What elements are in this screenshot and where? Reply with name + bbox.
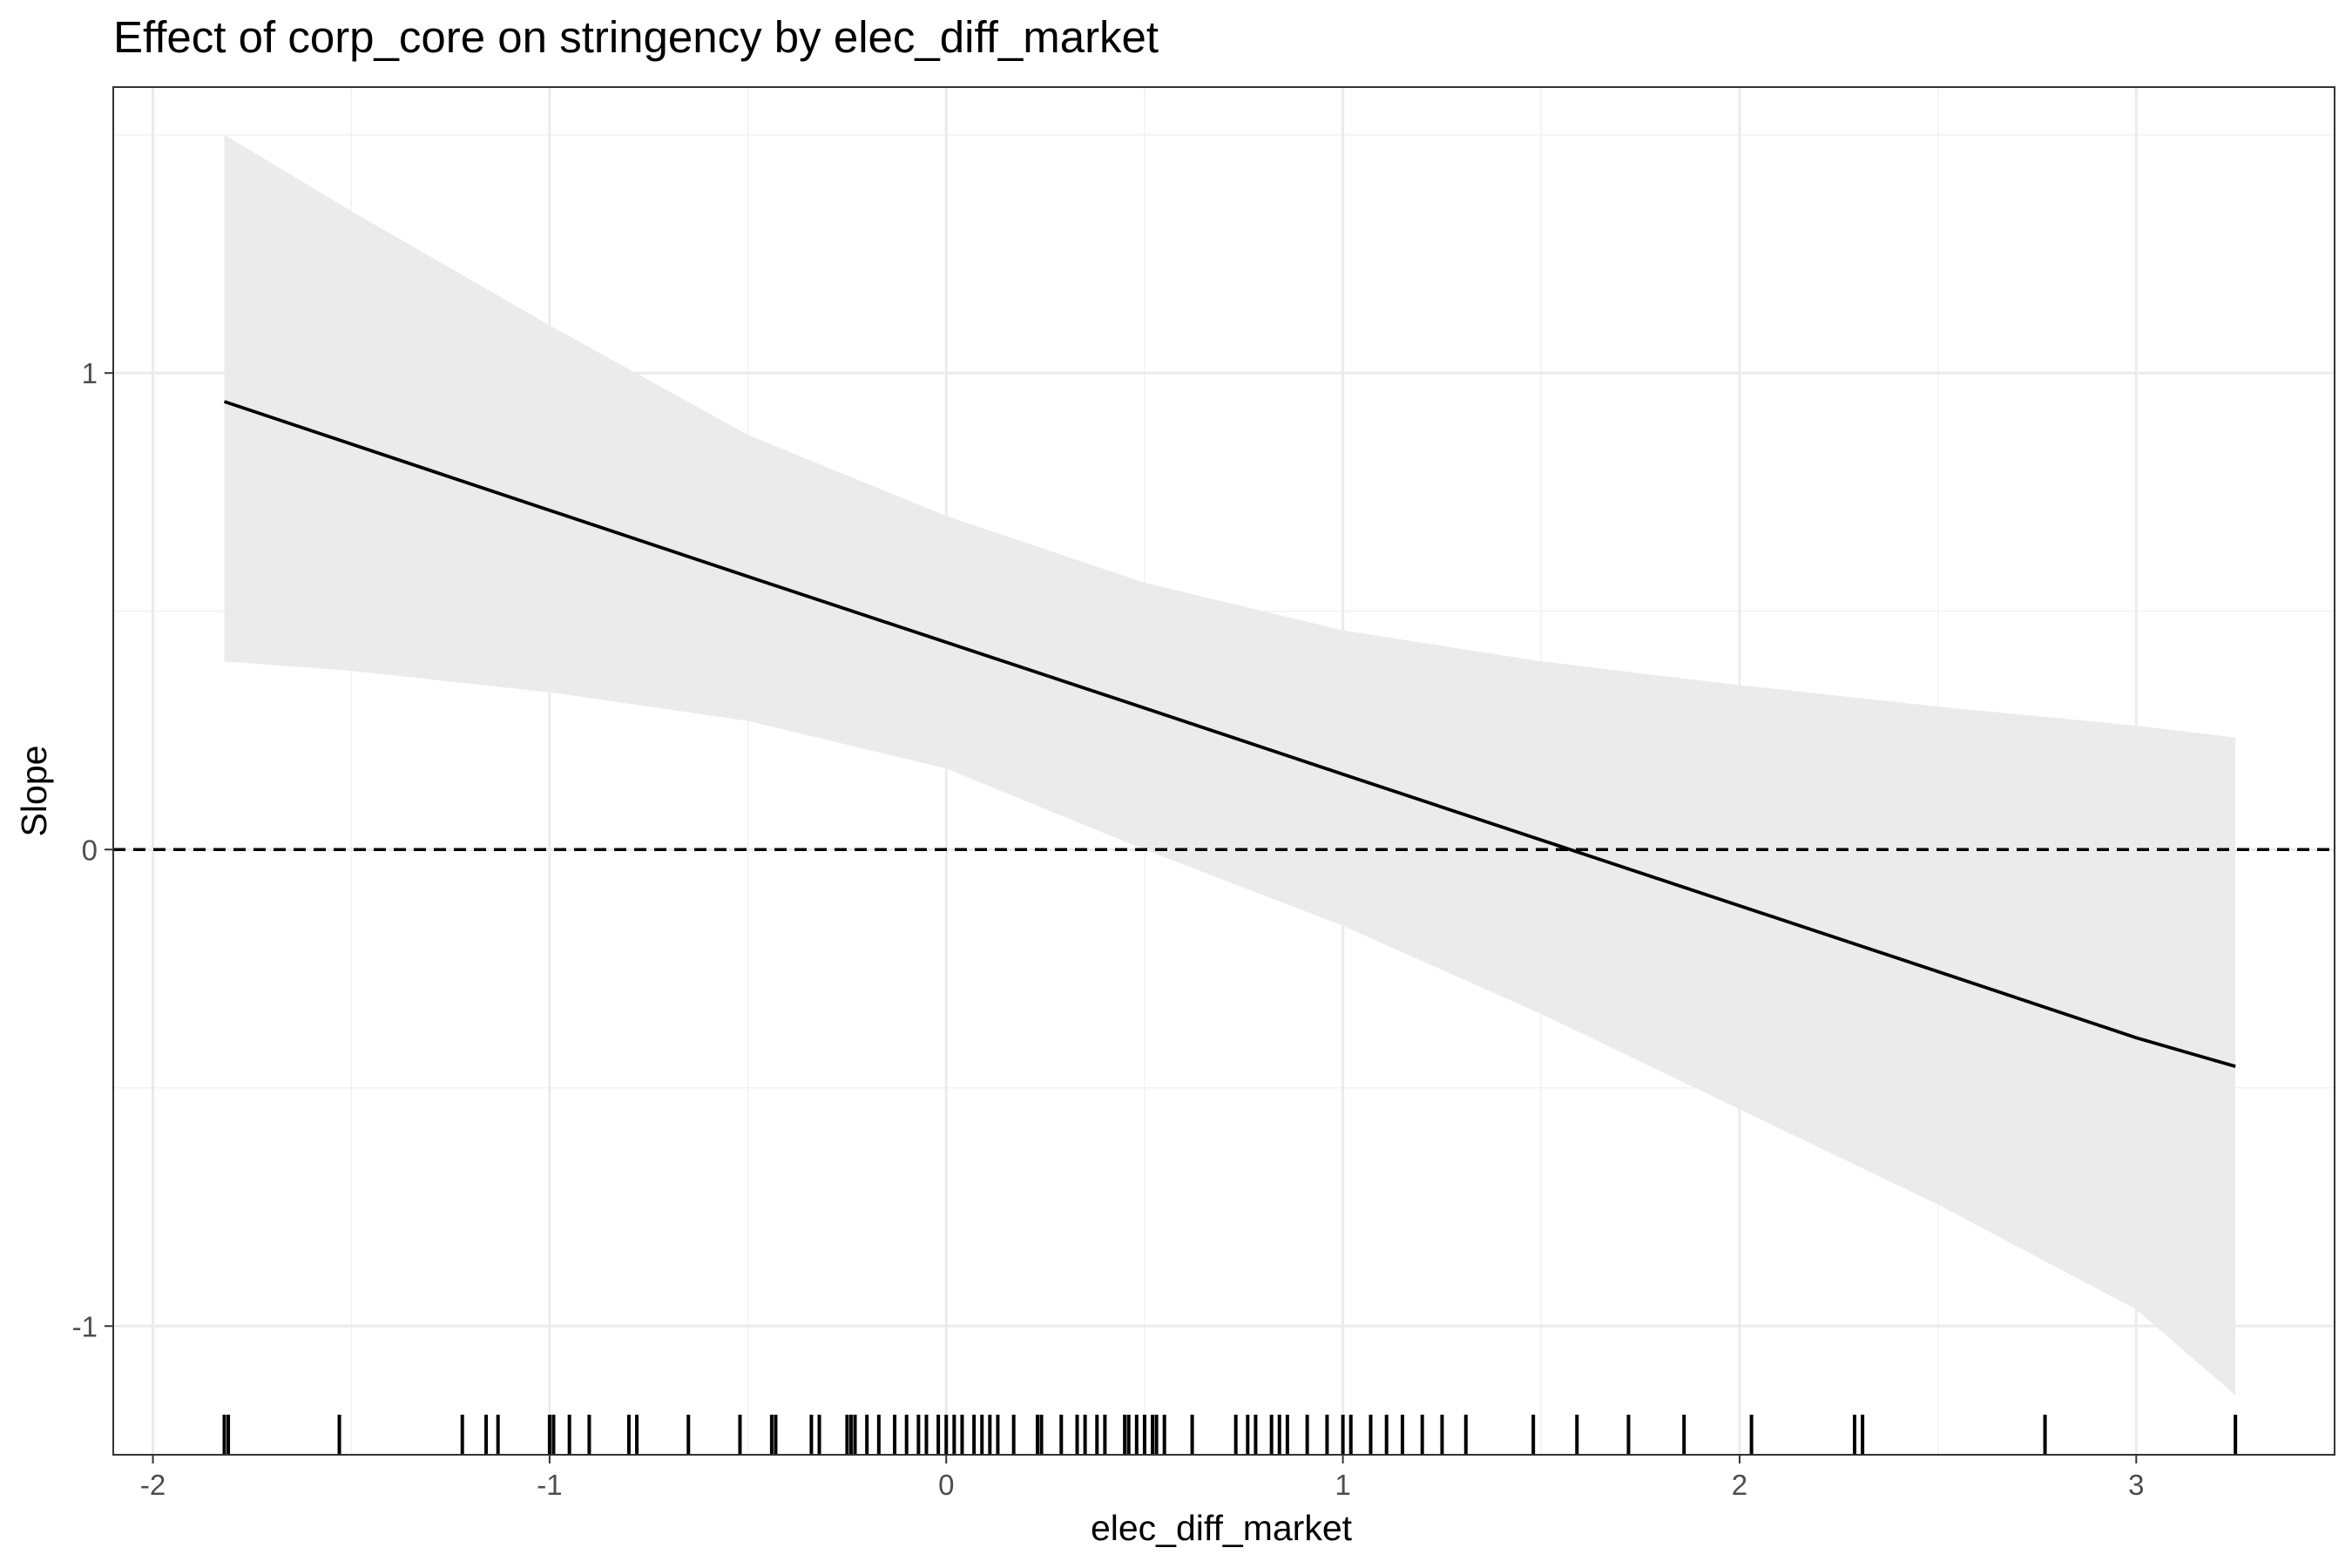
x-tick-label: 0 bbox=[938, 1469, 954, 1501]
y-axis-title: Slope bbox=[14, 746, 54, 837]
x-tick-label: 2 bbox=[1732, 1469, 1747, 1501]
x-tick-label: 1 bbox=[1335, 1469, 1350, 1501]
x-tick-label: -2 bbox=[140, 1469, 166, 1501]
y-tick-label: 0 bbox=[82, 834, 98, 866]
panel-border bbox=[112, 86, 2335, 1456]
y-tick-label: -1 bbox=[72, 1310, 98, 1342]
y-tick-label: 1 bbox=[82, 357, 98, 389]
x-tick-label: -1 bbox=[537, 1469, 562, 1501]
x-axis: -2 -1 0 1 2 3 bbox=[140, 1455, 2145, 1501]
y-axis: -1 0 1 bbox=[72, 357, 113, 1342]
slope-line bbox=[223, 400, 2236, 1069]
x-axis-title: elec_diff_market bbox=[1091, 1508, 1353, 1548]
chart-title: Effect of corp_core on stringency by ele… bbox=[113, 12, 1159, 62]
x-tick-label: 3 bbox=[2128, 1469, 2144, 1501]
confidence-band bbox=[224, 134, 2236, 1396]
rug-marks bbox=[222, 1415, 2238, 1455]
